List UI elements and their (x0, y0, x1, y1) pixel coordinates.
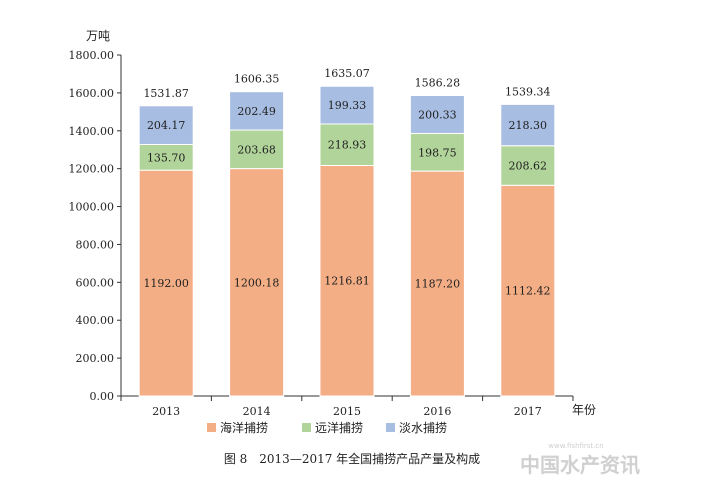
bar-value-label: 1112.42 (505, 285, 551, 298)
bar-segment (229, 91, 285, 131)
bar-segment (500, 103, 556, 147)
bar-value-label: 203.68 (237, 143, 276, 156)
legend-swatch (207, 423, 216, 432)
legend-swatch (386, 423, 395, 432)
bar-segment (319, 164, 375, 397)
y-tick-label: 1000.00 (69, 201, 115, 214)
y-tick-label: 1400.00 (69, 125, 115, 138)
bar-value-label: 1192.00 (143, 277, 189, 290)
bar-segment (319, 85, 375, 125)
x-axis-unit: 年份 (572, 403, 596, 417)
watermark-url: www.fishfirst.cn (548, 442, 603, 450)
bar-total-label: 1635.07 (324, 67, 370, 80)
bar-segment (229, 129, 285, 170)
bar-segment (138, 105, 194, 145)
bar-segment (409, 94, 465, 134)
bar-total-label: 1606.35 (234, 73, 280, 86)
legend-label: 远洋捕捞 (315, 420, 363, 435)
bar-value-label: 1200.18 (234, 276, 280, 289)
bar-value-label: 198.75 (418, 146, 457, 159)
y-axis-unit: 万吨 (86, 29, 110, 43)
bar-total-label: 1586.28 (415, 76, 461, 89)
y-tick-label: 200.00 (76, 352, 115, 365)
y-axis: 0.00 200.00 400.00 600.00 800.00 1000.00 1200.… (69, 49, 122, 403)
y-tick-label: 800.00 (76, 238, 115, 251)
bar-segment (500, 145, 556, 186)
y-tick-label: 1200.00 (69, 163, 115, 176)
bar-value-label: 200.33 (418, 108, 457, 121)
x-tick-label: 2015 (333, 405, 361, 418)
figure-caption: 图 8 2013—2017 年全国捕捞产品产量及构成 (224, 451, 480, 466)
y-tick-label: 600.00 (76, 276, 115, 289)
x-tick-label: 2017 (514, 405, 542, 418)
y-tick-label: 400.00 (76, 314, 115, 327)
x-tick-label: 2016 (423, 405, 451, 418)
bar-segment (500, 184, 556, 397)
bars: 1192.00 135.70 204.17 1531.87 1200.18 203.68 2… (138, 67, 556, 397)
y-tick-label: 1800.00 (69, 49, 115, 62)
bar-value-label: 208.62 (509, 159, 548, 172)
y-tick-label: 1600.00 (69, 87, 115, 100)
bar-value-label: 135.70 (147, 151, 186, 164)
x-tick-label: 2014 (243, 405, 271, 418)
watermark-text: 中国水产资讯 (520, 453, 640, 477)
legend-label: 淡水捕捞 (399, 420, 447, 435)
bar-value-label: 204.17 (147, 119, 186, 132)
bar-segment (229, 168, 285, 397)
bar-value-label: 199.33 (328, 99, 367, 112)
legend: 海洋捕捞 远洋捕捞 淡水捕捞 (207, 420, 447, 435)
bar-value-label: 1187.20 (415, 278, 461, 291)
bar-value-label: 202.49 (237, 105, 276, 118)
x-tick-label: 2013 (152, 405, 180, 418)
bar-value-label: 1216.81 (324, 275, 370, 288)
bar-segment (409, 132, 465, 172)
bar-segment (409, 170, 465, 397)
bar-value-label: 218.93 (328, 139, 367, 152)
bar-value-label: 218.30 (509, 119, 548, 132)
legend-label: 海洋捕捞 (220, 420, 268, 435)
x-axis: 2013 2014 2015 2016 2017 (120, 395, 574, 418)
y-tick-label: 0.00 (90, 390, 115, 403)
legend-swatch (302, 423, 311, 432)
bar-total-label: 1531.87 (143, 87, 189, 100)
bar-total-label: 1539.34 (505, 85, 551, 98)
